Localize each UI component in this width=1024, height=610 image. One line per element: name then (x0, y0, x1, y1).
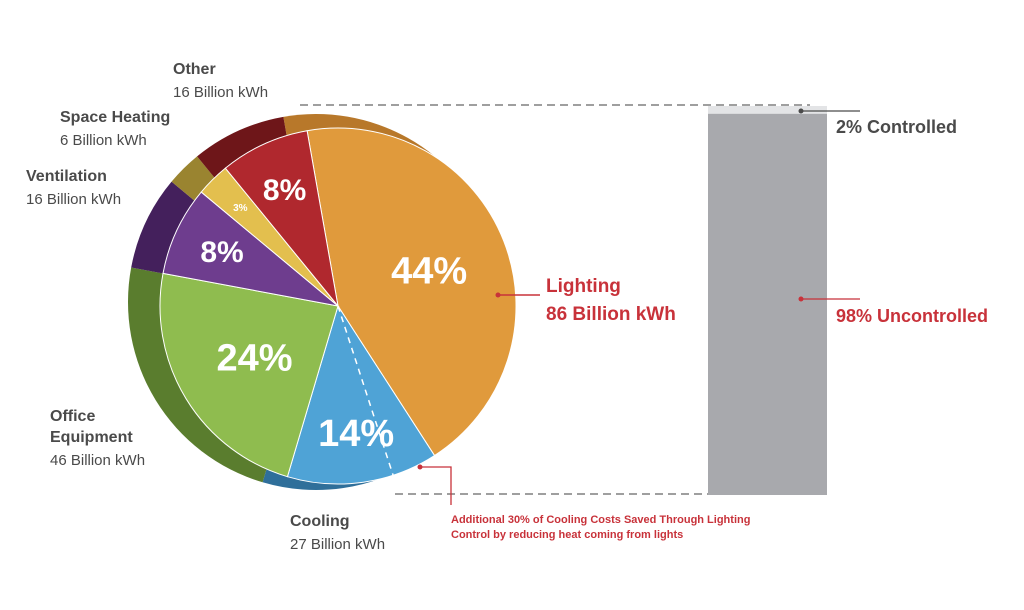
annotation-line1: Additional 30% of Cooling Costs Saved Th… (451, 514, 750, 526)
pie-percent-lighting: 44% (391, 251, 467, 293)
pie-percent-space-heating: 3% (233, 203, 248, 214)
svg-text:Office Equipment: Office Equipment (50, 408, 133, 446)
label-cooling-name: Cooling (290, 513, 350, 530)
label-space-heating-name: Space Heating (60, 109, 170, 126)
pie-percent-ventilation: 8% (200, 236, 243, 269)
label-lighting-value: 86 Billion kWh (546, 304, 676, 325)
label-office-equipment: Office Equipment 46 Billion kWh (50, 408, 145, 469)
label-space-heating: Space Heating 6 Billion kWh (60, 109, 170, 149)
label-lighting-name: Lighting (546, 276, 621, 297)
label-other-name: Other (173, 61, 216, 78)
pie-top (159, 127, 517, 485)
label-other-value: 16 Billion kWh (173, 84, 268, 101)
bar-segment-98-uncontrolled (708, 113, 827, 495)
label-space-heating-value: 6 Billion kWh (60, 132, 147, 149)
lighting-leader-dot (495, 292, 501, 298)
pie-slice-cooling (286, 304, 436, 485)
lighting-breakdown-bar (708, 106, 827, 495)
label-ventilation-value: 16 Billion kWh (26, 191, 121, 208)
pie-percent-other: 8% (263, 174, 306, 207)
pie-percent-office-equipment: 24% (216, 337, 292, 379)
label-cooling: Cooling 27 Billion kWh (290, 513, 385, 553)
controlled-leader-dot (798, 108, 804, 114)
uncontrolled-label: 98% Uncontrolled (836, 306, 988, 326)
pie-slice-office-equipment (159, 272, 339, 478)
pie-slice-lighting (306, 127, 517, 457)
annotation-line2: Control by reducing heat coming from lig… (451, 529, 683, 541)
annotation-leader-dot (417, 464, 423, 470)
pie-percent-cooling: 14% (318, 413, 394, 455)
label-ventilation: Ventilation 16 Billion kWh (26, 168, 121, 208)
label-lighting: Lighting 86 Billion kWh (546, 276, 676, 325)
percent-labels: 44% 14% 24% 8% 3% 8% (200, 174, 467, 455)
label-office-equipment-value: 46 Billion kWh (50, 452, 145, 469)
label-other: Other 16 Billion kWh (173, 61, 268, 101)
label-cooling-value: 27 Billion kWh (290, 536, 385, 553)
label-office-equipment-line1: Office (50, 408, 95, 425)
pie-slice-ventilation (162, 191, 340, 307)
uncontrolled-leader-dot (798, 296, 804, 302)
annotation-leader-line (420, 466, 452, 505)
bar-segment-2-controlled (708, 106, 827, 114)
pie-slice-other (224, 130, 339, 308)
cooling-savings-divider (337, 305, 394, 476)
label-ventilation-name: Ventilation (26, 168, 107, 185)
controlled-label: 2% Controlled (836, 117, 957, 137)
label-office-equipment-line2: Equipment (50, 429, 133, 446)
